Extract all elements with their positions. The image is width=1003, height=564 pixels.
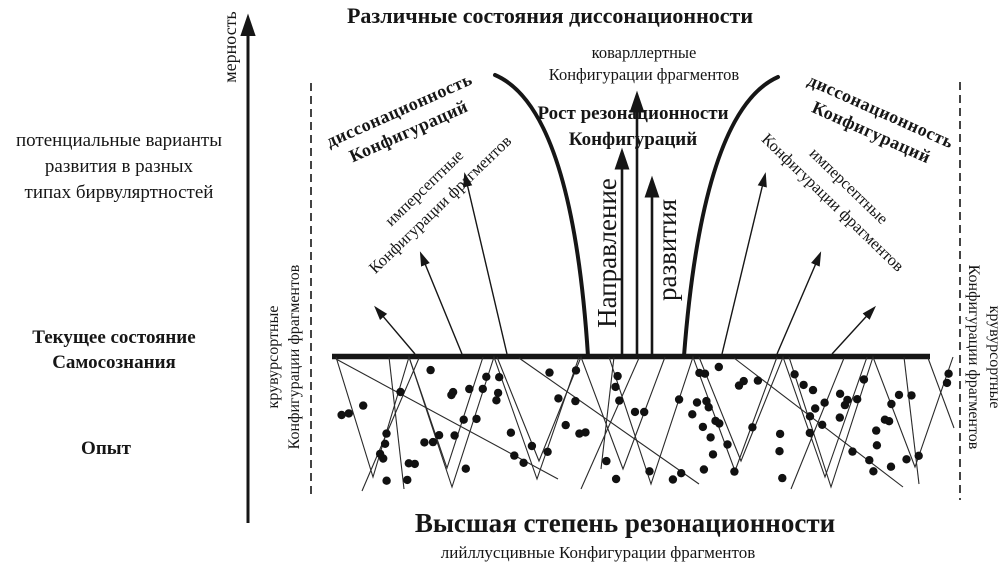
left-boundary-label: крувурсортные Конфигурации фрагментов: [265, 264, 303, 450]
experience-dots: [337, 362, 953, 485]
bottom-subtitle: лийллусцивные Конфигурации фрагментов: [440, 543, 756, 562]
fragment-arrow-left-3: [463, 172, 508, 355]
covarllert-configurations-label: коварллертные Конфигурации фрагментов: [548, 43, 740, 84]
dimension-axis-label: мерность: [220, 11, 240, 83]
fragment-arrow-right-2: [776, 251, 822, 355]
fragment-arrow-left-1: [374, 305, 416, 355]
fragment-configuration-arrows: [374, 172, 876, 355]
fragment-arrow-right-1: [831, 305, 876, 355]
development-word-label: развития: [652, 199, 682, 302]
current-state-label: Текущее состояние Самосознания: [32, 327, 196, 373]
direction-word-label: Направление: [592, 178, 622, 328]
experience-mesh: [335, 355, 955, 492]
development-direction-arrows: [614, 90, 660, 356]
experience-label: Опыт: [81, 438, 131, 459]
funnel-curves: [493, 73, 780, 358]
boundary-dashed-lines: [310, 82, 961, 500]
resonance-growth-label: Рост резонационности Конфигураций: [537, 103, 729, 150]
diagram-title: Различные состояния диссонационности: [346, 3, 754, 28]
funnel-curve-left: [493, 73, 590, 358]
potential-variants-label: потенциальные варианты развития в разных…: [15, 130, 222, 203]
fragment-arrow-left-2: [419, 251, 463, 355]
bottom-title: Высшая степень резонационности: [414, 508, 836, 538]
right-boundary-label: крувурсортные Конфигурации фрагментов: [965, 264, 1003, 450]
funnel-curve-right: [682, 75, 780, 358]
fragment-arrow-right-3: [721, 172, 767, 355]
